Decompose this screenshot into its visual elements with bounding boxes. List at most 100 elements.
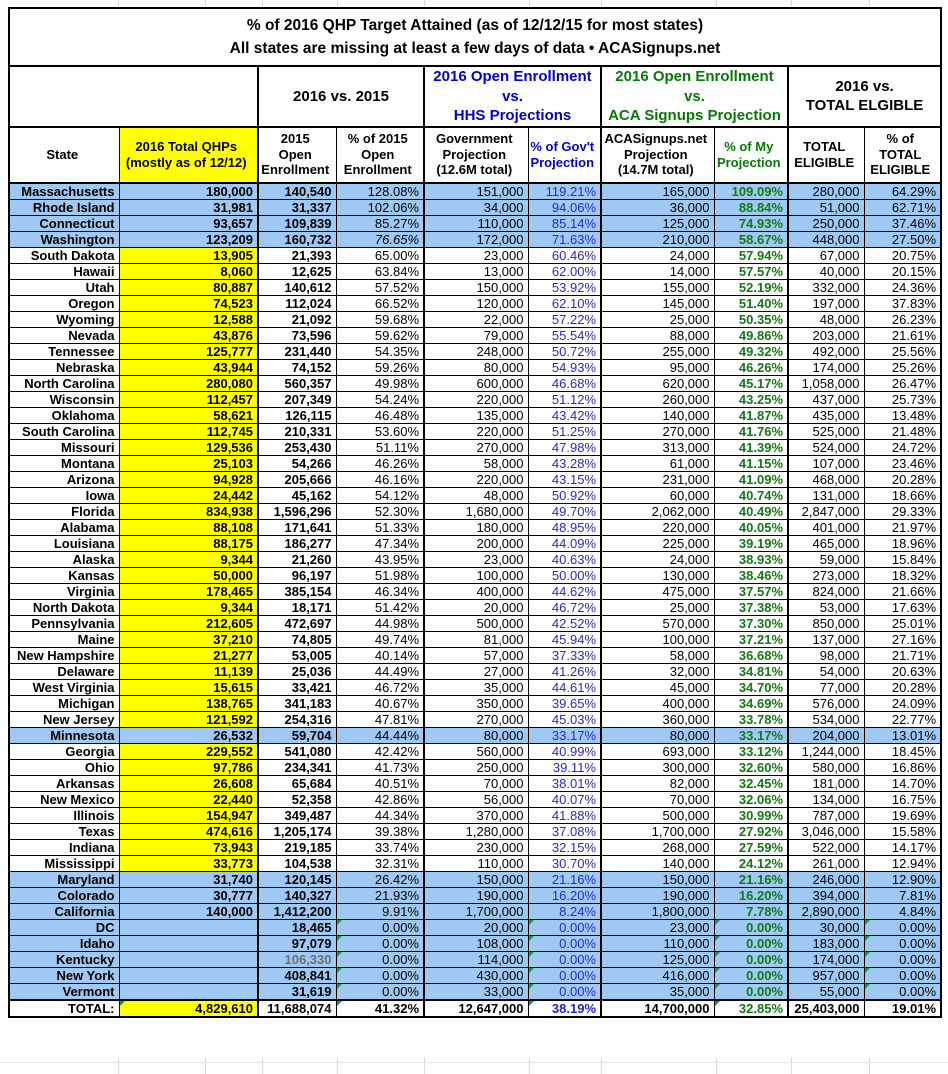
group-header-2016-vs-4[interactable]: 2016 vs. TOTAL ELGIBLE	[786, 65, 942, 128]
cell-pct-2015[interactable]: 46.34%	[335, 582, 425, 600]
cell-total-eligible[interactable]: 787,000	[787, 806, 865, 824]
cell-acasignups-projection[interactable]: 140,000	[600, 854, 715, 872]
cell-pct-gov[interactable]: 43.15%	[527, 470, 602, 488]
cell-pct-my[interactable]: 58.67%	[713, 230, 789, 248]
cell-pct-my[interactable]: 41.76%	[713, 422, 789, 440]
cell-gov-projection[interactable]: 270,000	[423, 710, 529, 728]
cell-pct-eligible[interactable]: 18.66%	[863, 486, 942, 504]
cell-pct-my[interactable]: 27.92%	[713, 822, 789, 840]
cell-total-eligible[interactable]: 468,000	[787, 470, 865, 488]
cell-state[interactable]: Nevada	[8, 326, 120, 344]
cell-gov-projection[interactable]: 135,000	[423, 406, 529, 424]
cell-qhp-2016[interactable]: 21,277	[118, 646, 259, 664]
cell-total-eligible[interactable]: 2,890,000	[787, 902, 865, 920]
cell-oe-2015[interactable]: 231,440	[257, 342, 337, 360]
cell-pct-eligible[interactable]: 24.72%	[863, 438, 942, 456]
cell-total-eligible[interactable]: 394,000	[787, 886, 865, 904]
cell-total-eligible[interactable]: 197,000	[787, 294, 865, 312]
cell-acasignups-projection[interactable]: 25,000	[600, 310, 715, 328]
cell-pct-gov[interactable]: 54.93%	[527, 358, 602, 376]
cell-acasignups-projection[interactable]: 145,000	[600, 294, 715, 312]
cell-state[interactable]: Maine	[8, 630, 120, 648]
cell-pct-my[interactable]: 45.17%	[713, 374, 789, 392]
cell-qhp-2016[interactable]: 112,457	[118, 390, 259, 408]
cell-pct-gov[interactable]: 60.46%	[527, 246, 602, 264]
cell-acasignups-projection[interactable]: 35,000	[600, 982, 715, 1000]
cell-acasignups-projection[interactable]: 32,000	[600, 662, 715, 680]
cell-oe-2015[interactable]: 12,625	[257, 262, 337, 280]
cell-total-eligible[interactable]: 332,000	[787, 278, 865, 296]
cell-pct-my[interactable]: 38.46%	[713, 566, 789, 584]
cell-total-eligible[interactable]: 183,000	[787, 934, 865, 952]
cell-pct-eligible[interactable]: 18.96%	[863, 534, 942, 552]
cell-gov-projection[interactable]: 248,000	[423, 342, 529, 360]
cell-pct-my[interactable]: 34.69%	[713, 694, 789, 712]
cell-gov-projection[interactable]: 250,000	[423, 758, 529, 776]
cell-total-eligible[interactable]: 1,058,000	[787, 374, 865, 392]
cell-pct-my[interactable]: 52.19%	[713, 278, 789, 296]
cell-pct-2015[interactable]: 40.67%	[335, 694, 425, 712]
cell-state[interactable]: West Virginia	[8, 678, 120, 696]
cell-acasignups-projection[interactable]: 2,062,000	[600, 502, 715, 520]
cell-gov-projection[interactable]: 500,000	[423, 614, 529, 632]
cell-pct-2015[interactable]: 44.44%	[335, 726, 425, 744]
cell-state[interactable]: Maryland	[8, 870, 120, 888]
cell-pct-eligible[interactable]: 16.75%	[863, 790, 942, 808]
column-header-pct-gov[interactable]: % of Gov't Projection	[527, 126, 602, 184]
cell-pct-my[interactable]: 37.21%	[713, 630, 789, 648]
cell-acasignups-projection[interactable]: 100,000	[600, 630, 715, 648]
cell-oe-2015[interactable]: 186,277	[257, 534, 337, 552]
cell-state[interactable]: Nebraska	[8, 358, 120, 376]
cell-pct-gov[interactable]: 0.00%	[527, 934, 602, 952]
column-header-acasignups-projection[interactable]: ACASignups.net Projection (14.7M total)	[600, 126, 715, 184]
cell-pct-my[interactable]: 40.49%	[713, 502, 789, 520]
cell-pct-my[interactable]: 40.74%	[713, 486, 789, 504]
cell-state[interactable]: Tennessee	[8, 342, 120, 360]
cell-gov-projection[interactable]: 81,000	[423, 630, 529, 648]
cell-acasignups-projection[interactable]: 1,800,000	[600, 902, 715, 920]
cell-acasignups-projection[interactable]: 24,000	[600, 246, 715, 264]
cell-total-eligible[interactable]: 134,000	[787, 790, 865, 808]
cell-pct-my[interactable]: 43.25%	[713, 390, 789, 408]
cell-oe-2015[interactable]: 96,197	[257, 566, 337, 584]
cell-qhp-2016[interactable]: 212,605	[118, 614, 259, 632]
cell-pct-eligible[interactable]: 14.70%	[863, 774, 942, 792]
cell-pct-my[interactable]: 57.94%	[713, 246, 789, 264]
cell-state[interactable]: Rhode Island	[8, 198, 120, 216]
cell-pct-2015[interactable]: 44.49%	[335, 662, 425, 680]
cell-gov-projection[interactable]: 1,700,000	[423, 902, 529, 920]
cell-gov-projection[interactable]: 80,000	[423, 726, 529, 744]
cell-state[interactable]: Iowa	[8, 486, 120, 504]
cell-state[interactable]: New Mexico	[8, 790, 120, 808]
cell-acasignups-projection[interactable]: 95,000	[600, 358, 715, 376]
cell-acasignups-projection[interactable]: 400,000	[600, 694, 715, 712]
cell-qhp-2016[interactable]	[118, 966, 259, 984]
cell-oe-2015[interactable]: 31,619	[257, 982, 337, 1000]
cell-total-eligible[interactable]: 576,000	[787, 694, 865, 712]
column-header-state[interactable]: State	[8, 126, 120, 184]
cell-pct-eligible[interactable]: 15.84%	[863, 550, 942, 568]
cell-pct-my[interactable]: 57.57%	[713, 262, 789, 280]
cell-total-eligible[interactable]: 957,000	[787, 966, 865, 984]
cell-gov-projection[interactable]: 23,000	[423, 550, 529, 568]
cell-gov-projection[interactable]: 70,000	[423, 774, 529, 792]
cell-pct-gov[interactable]: 50.00%	[527, 566, 602, 584]
cell-gov-projection[interactable]: 430,000	[423, 966, 529, 984]
cell-pct-gov[interactable]: 0.00%	[527, 950, 602, 968]
cell-qhp-2016[interactable]	[118, 934, 259, 952]
cell-pct-my[interactable]: 109.09%	[713, 182, 789, 200]
cell-gov-projection[interactable]: 22,000	[423, 310, 529, 328]
cell-pct-eligible[interactable]: 0.00%	[863, 918, 942, 936]
cell-pct-2015[interactable]: 51.33%	[335, 518, 425, 536]
cell-acasignups-projection[interactable]: 225,000	[600, 534, 715, 552]
cell-state[interactable]: Vermont	[8, 982, 120, 1000]
cell-gov-projection[interactable]: 80,000	[423, 358, 529, 376]
cell-pct-eligible[interactable]: 21.71%	[863, 646, 942, 664]
cell-pct-gov[interactable]: 51.25%	[527, 422, 602, 440]
cell-oe-2015[interactable]: 1,205,174	[257, 822, 337, 840]
cell-pct-2015[interactable]: 63.84%	[335, 262, 425, 280]
column-header-qhp-2016[interactable]: 2016 Total QHPs (mostly as of 12/12)	[118, 126, 259, 184]
cell-pct-eligible[interactable]: 21.66%	[863, 582, 942, 600]
cell-pct-gov[interactable]: 119.21%	[527, 182, 602, 200]
cell-pct-eligible[interactable]: 62.71%	[863, 198, 942, 216]
